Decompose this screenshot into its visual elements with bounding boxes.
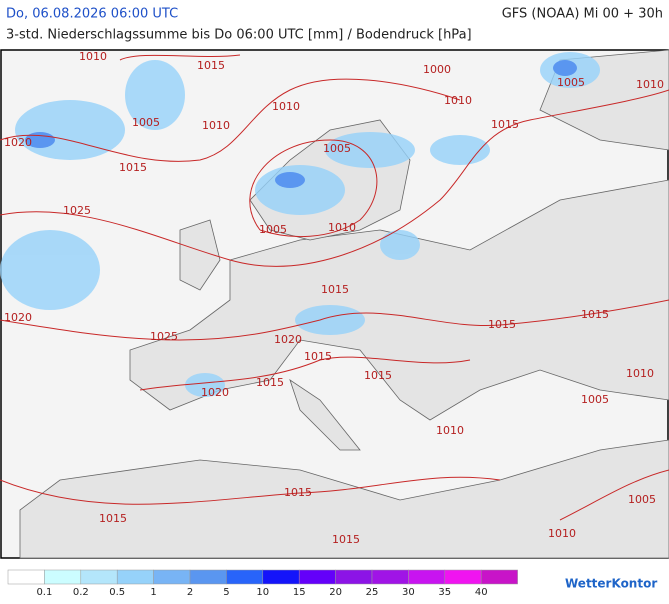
legend-label: 1 bbox=[150, 587, 156, 598]
legend-swatch bbox=[335, 569, 373, 585]
isobar-label: 1010 bbox=[444, 94, 472, 107]
legend-swatch bbox=[371, 569, 409, 585]
legend-label: 0.2 bbox=[73, 587, 89, 598]
isobar-label: 1020 bbox=[4, 311, 32, 324]
isobar-label: 1005 bbox=[259, 223, 287, 236]
isobar-label: 1010 bbox=[636, 78, 664, 91]
legend-swatch bbox=[7, 569, 45, 585]
legend-label: 10 bbox=[256, 587, 269, 598]
legend-label: 0.1 bbox=[36, 587, 52, 598]
isobar-label: 1010 bbox=[436, 424, 464, 437]
legend-swatch bbox=[80, 569, 118, 585]
legend-label: 0.5 bbox=[109, 587, 125, 598]
legend-label: 5 bbox=[223, 587, 229, 598]
legend-label: 30 bbox=[402, 587, 415, 598]
legend-label: 35 bbox=[438, 587, 451, 598]
isobar-label: 1005 bbox=[323, 142, 351, 155]
map bbox=[0, 49, 669, 559]
isobar-label: 1015 bbox=[332, 533, 360, 546]
isobar-label: 1015 bbox=[99, 512, 127, 525]
isobar-label: 1005 bbox=[581, 393, 609, 406]
isobar-label: 1020 bbox=[274, 333, 302, 346]
legend-swatch bbox=[116, 569, 154, 585]
isobar-label: 1010 bbox=[272, 100, 300, 113]
isobar-label: 1005 bbox=[132, 116, 160, 129]
isobar-label: 1015 bbox=[581, 308, 609, 321]
legend-label: 20 bbox=[329, 587, 342, 598]
model-run: GFS (NOAA) Mi 00 + 30h bbox=[502, 7, 663, 22]
isobar-label: 1020 bbox=[4, 136, 32, 149]
legend-swatch bbox=[44, 569, 82, 585]
datetime: Do, 06.08.2026 06:00 UTC bbox=[6, 7, 178, 22]
legend-label: 2 bbox=[187, 587, 193, 598]
isobar-label: 1010 bbox=[626, 367, 654, 380]
isobar-label: 1015 bbox=[284, 486, 312, 499]
legend-swatch bbox=[298, 569, 336, 585]
isobar-label: 1015 bbox=[197, 59, 225, 72]
isobar-label: 1020 bbox=[201, 386, 229, 399]
isobar-label: 1015 bbox=[491, 118, 519, 131]
legend-swatch bbox=[444, 569, 482, 585]
isobar-label: 1000 bbox=[423, 63, 451, 76]
subtitle: 3-std. Niederschlagssumme bis Do 06:00 U… bbox=[6, 28, 472, 43]
legend-label: 25 bbox=[366, 587, 379, 598]
legend-swatch bbox=[153, 569, 191, 585]
legend-label: 15 bbox=[293, 587, 306, 598]
legend-swatch bbox=[226, 569, 264, 585]
legend-swatch bbox=[408, 569, 446, 585]
logo: WetterKontor bbox=[565, 577, 657, 591]
isobar-label: 1025 bbox=[150, 330, 178, 343]
isobar-label: 1015 bbox=[488, 318, 516, 331]
isobar-label: 1015 bbox=[304, 350, 332, 363]
isobar-label: 1010 bbox=[79, 50, 107, 63]
isobar-label: 1025 bbox=[63, 204, 91, 217]
legend-swatch bbox=[480, 569, 518, 585]
legend-swatch bbox=[189, 569, 227, 585]
isobar-label: 1010 bbox=[202, 119, 230, 132]
isobar-label: 1010 bbox=[548, 527, 576, 540]
isobar-label: 1015 bbox=[119, 161, 147, 174]
legend: 0.1 0.2 0.5 1 2 5 10 15 20 25 30 35 40 bbox=[7, 569, 518, 598]
isobar-label: 1005 bbox=[557, 76, 585, 89]
isobar-label: 1005 bbox=[628, 493, 656, 506]
isobar-label: 1015 bbox=[256, 376, 284, 389]
isobar-label: 1015 bbox=[364, 369, 392, 382]
legend-label: 40 bbox=[475, 587, 488, 598]
isobar-labels: 1010 1015 1000 1005 1010 1010 1010 1005 1010 1015… bbox=[4, 50, 664, 546]
isobar-label: 1010 bbox=[328, 221, 356, 234]
isobar-label: 1015 bbox=[321, 283, 349, 296]
legend-swatch bbox=[262, 569, 300, 585]
